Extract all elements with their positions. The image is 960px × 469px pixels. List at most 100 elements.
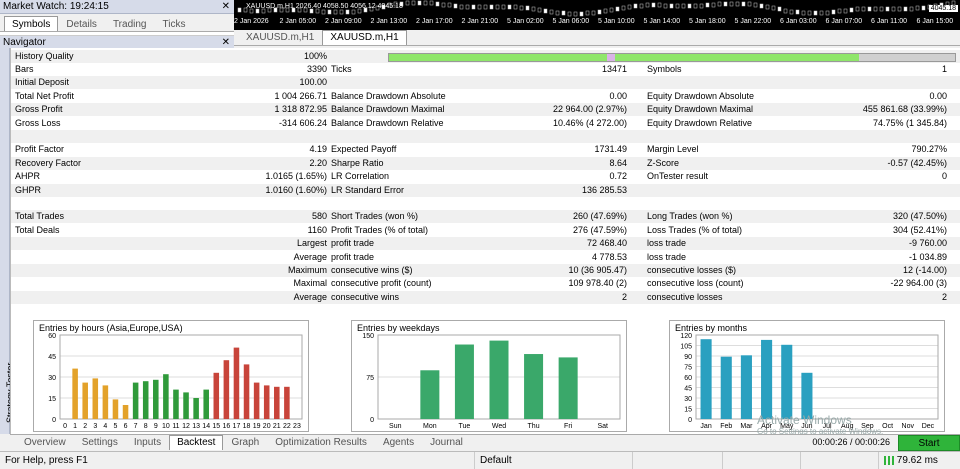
metric-label: Bars [15,64,34,74]
metric-value: -9 760.00 [908,238,947,249]
start-button[interactable]: Start [898,435,960,451]
candle [879,6,884,12]
candle [783,8,788,14]
time-label: 6 Jan 15:00 [916,18,954,25]
candle [681,3,686,9]
activate-windows-watermark: Activate Windows Go to Settings to activ… [757,413,884,436]
bar [233,347,240,419]
metric-value: 13471 [601,64,627,74]
x-tick-label: 8 [144,423,148,430]
tab-agents[interactable]: Agents [382,437,415,448]
metric-label: loss trade [647,251,687,262]
candle [651,2,656,8]
strategy-tester-strip: Strategy Tester [0,48,15,434]
tab-chart-2[interactable]: XAUUSD.m,H1 [322,30,407,45]
metric-label: AHPR [15,171,41,182]
metric-value: 0.00 [929,90,947,101]
tab-details[interactable]: Details [66,19,97,30]
bar [132,382,139,419]
metric-label: profit trade [331,251,375,262]
metric-label: consecutive losses [647,291,723,302]
candle [387,2,392,8]
tab-inputs[interactable]: Inputs [133,437,162,448]
metric-value: 2 [941,291,947,302]
x-tick-label: 18 [243,423,251,430]
tab-backtest[interactable]: Backtest [169,435,224,450]
metric-label: Ticks [331,64,352,74]
backtest-report: History Quality 100% Bars 3390 Ticks 13471 S… [10,48,960,434]
time-label: 2 Jan 21:00 [461,18,499,25]
candle [453,3,458,9]
metric-label: LR Standard Error [331,184,405,195]
price-chart[interactable]: XAUUSD,m,H1 2026.40 4058.50 4056.12 4045… [234,0,960,30]
metric-value: 72 468.40 [586,238,627,249]
report-row: GHPR 1.0160 (1.60%) LR Standard Error 136 2… [11,183,960,197]
tab-ticks[interactable]: Ticks [162,19,186,30]
time-label: 2 Jan 05:00 [279,18,317,25]
bar [82,382,88,419]
tab-symbols[interactable]: Symbols [4,16,59,31]
tab-chart-1[interactable]: XAUUSD.m,H1 [246,32,315,43]
candle [441,2,446,8]
history-quality-bar [388,53,956,62]
candle [855,6,860,12]
bar [153,379,159,419]
bar [92,378,99,419]
candle [909,6,914,12]
candle [663,3,668,9]
metric-label: Expected Payoff [331,144,397,155]
bar [72,368,78,419]
metric-value: Average [293,251,327,262]
bar [489,340,509,419]
candle [285,7,290,13]
bar [420,370,440,419]
candle [585,10,590,16]
tab-optimization-results[interactable]: Optimization Results [275,437,367,448]
metric-value: 2.20 [309,157,327,168]
x-tick-label: 10 [162,423,170,430]
close-icon[interactable]: ✕ [221,1,230,12]
signal-icon [884,455,894,465]
candle [291,7,296,13]
bar [203,389,209,419]
metric-value: 1 318 872.95 [274,104,327,115]
tab-graph[interactable]: Graph [231,437,260,448]
x-tick-label: Mar [740,423,753,430]
metric-label: Balance Drawdown Maximal [331,104,445,115]
report-row [11,197,960,210]
tab-overview[interactable]: Overview [24,437,66,448]
x-tick-label: 17 [233,423,241,430]
x-tick-label: Sat [597,423,608,430]
x-tick-label: Nov [902,423,915,430]
candle [609,7,614,13]
bar [781,344,793,419]
tab-journal[interactable]: Journal [430,437,463,448]
time-label: 6 Jan 07:00 [825,18,863,25]
candle [357,8,362,14]
x-tick-label: Mon [423,423,437,430]
candle [825,10,830,16]
x-tick-label: 20 [263,423,271,430]
candle [621,5,626,11]
metric-value: -1 034.89 [908,251,947,262]
bar [193,398,199,419]
bar [253,382,260,419]
metric-label: consecutive loss (count) [647,278,744,289]
metric-label: Total Deals [15,224,60,235]
x-tick-label: 1 [73,423,77,430]
report-row: Total Deals 1160 Profit Trades (% of total… [11,224,960,237]
tab-trading[interactable]: Trading [112,19,147,30]
metric-label: OnTester result [647,171,709,182]
metric-label: consecutive losses ($) [647,265,737,275]
plot-frame [59,334,303,420]
candle [381,4,386,10]
close-icon[interactable]: ✕ [221,37,230,48]
metric-value: 109 978.40 (2) [568,278,627,289]
report-row: Recovery Factor 2.20 Sharpe Ratio 8.64 Z-Sco… [11,156,960,170]
y-tick-label: 120 [680,333,692,340]
tab-settings[interactable]: Settings [81,437,118,448]
x-tick-label: 2 [83,423,87,430]
bar [700,339,712,419]
report-row [11,130,960,143]
